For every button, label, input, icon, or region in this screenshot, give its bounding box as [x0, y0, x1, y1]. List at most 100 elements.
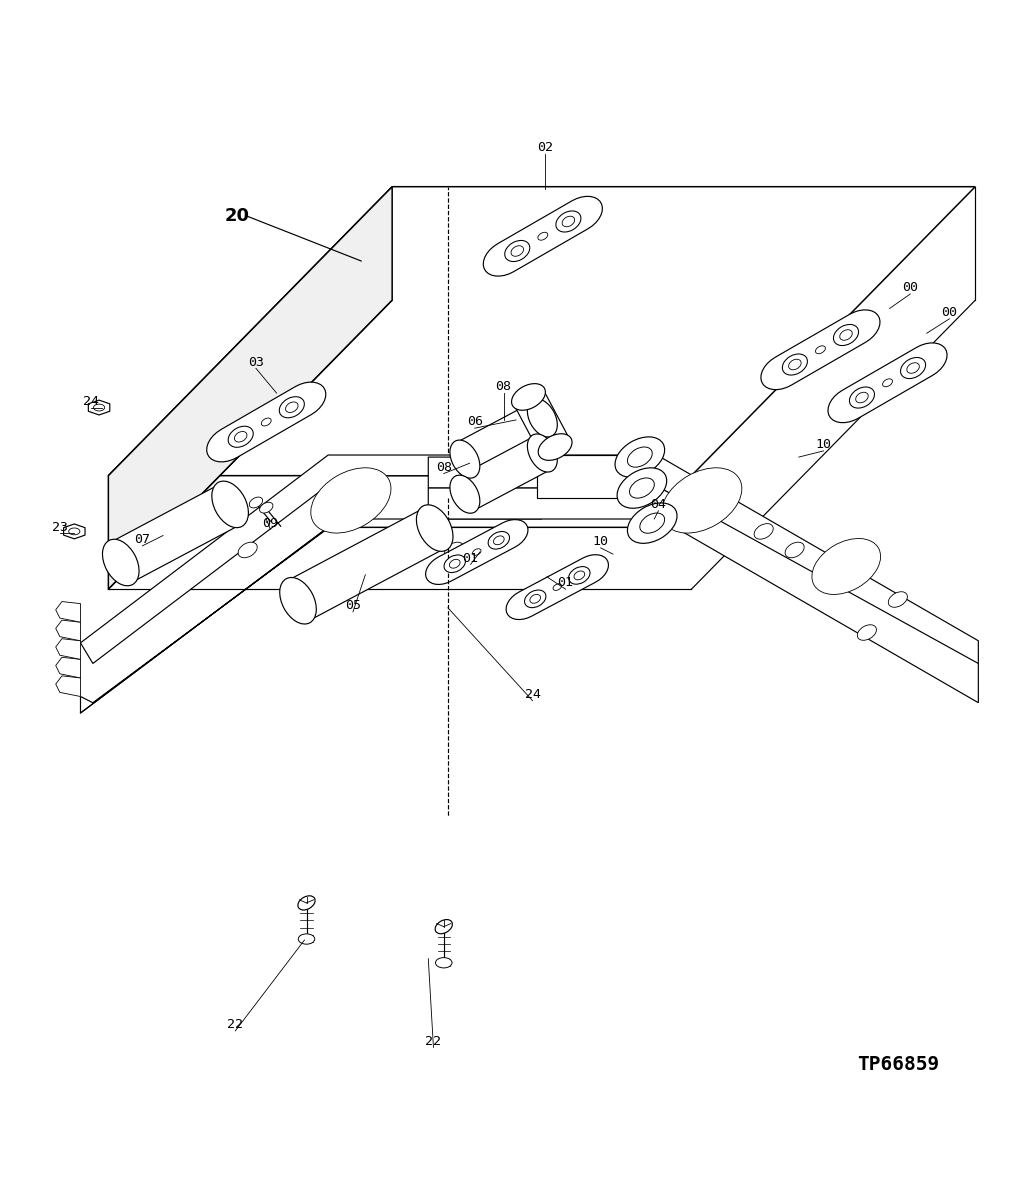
Ellipse shape [450, 440, 480, 478]
Polygon shape [761, 309, 880, 390]
Ellipse shape [250, 498, 262, 508]
Ellipse shape [849, 387, 874, 408]
Ellipse shape [445, 542, 463, 558]
Ellipse shape [788, 360, 801, 369]
Text: 05: 05 [345, 600, 361, 613]
Ellipse shape [553, 584, 561, 590]
Text: 00: 00 [941, 306, 958, 319]
Ellipse shape [69, 528, 79, 535]
Ellipse shape [539, 434, 572, 460]
Text: 02: 02 [537, 141, 553, 153]
Ellipse shape [858, 625, 876, 640]
Text: 10: 10 [815, 438, 832, 451]
Ellipse shape [212, 481, 249, 528]
Ellipse shape [505, 241, 529, 261]
Ellipse shape [562, 216, 575, 227]
Text: 06: 06 [466, 416, 483, 428]
Text: 08: 08 [436, 460, 452, 474]
Text: 23: 23 [52, 520, 68, 534]
Ellipse shape [529, 595, 541, 603]
Polygon shape [108, 187, 392, 589]
Ellipse shape [782, 354, 807, 375]
Ellipse shape [527, 434, 557, 472]
Ellipse shape [238, 542, 257, 558]
Text: 03: 03 [248, 356, 264, 368]
Ellipse shape [901, 357, 926, 379]
Ellipse shape [436, 920, 452, 934]
Ellipse shape [167, 499, 225, 546]
Ellipse shape [286, 402, 298, 412]
Text: 24: 24 [83, 394, 99, 408]
Polygon shape [56, 639, 80, 659]
Ellipse shape [512, 384, 545, 410]
Ellipse shape [524, 590, 546, 608]
Ellipse shape [569, 567, 590, 584]
Ellipse shape [488, 531, 510, 549]
Ellipse shape [882, 379, 893, 387]
Polygon shape [80, 499, 650, 713]
Polygon shape [108, 187, 975, 476]
Ellipse shape [615, 436, 665, 477]
Ellipse shape [298, 934, 315, 944]
Polygon shape [514, 390, 570, 454]
Polygon shape [425, 519, 528, 584]
Ellipse shape [556, 211, 581, 233]
Ellipse shape [391, 532, 414, 552]
Ellipse shape [907, 363, 920, 373]
Ellipse shape [511, 246, 523, 257]
Polygon shape [537, 454, 650, 499]
Text: 01: 01 [462, 552, 479, 565]
Ellipse shape [617, 468, 667, 508]
Ellipse shape [840, 330, 852, 341]
Text: 01: 01 [557, 577, 574, 590]
Text: 00: 00 [902, 282, 918, 294]
Ellipse shape [94, 404, 104, 411]
Text: 04: 04 [650, 498, 667, 511]
Text: 22: 22 [227, 1018, 244, 1031]
Ellipse shape [261, 418, 271, 426]
Text: 10: 10 [592, 535, 609, 548]
Polygon shape [506, 555, 609, 620]
Polygon shape [64, 524, 85, 538]
Polygon shape [206, 382, 326, 462]
Ellipse shape [527, 399, 557, 436]
Polygon shape [89, 400, 109, 415]
Ellipse shape [754, 524, 773, 540]
Ellipse shape [436, 958, 452, 968]
Text: 22: 22 [425, 1035, 442, 1048]
Polygon shape [828, 343, 947, 422]
Polygon shape [428, 488, 978, 703]
Text: 09: 09 [262, 517, 279, 530]
Ellipse shape [449, 560, 460, 568]
Polygon shape [56, 657, 80, 677]
Ellipse shape [627, 447, 652, 468]
Ellipse shape [280, 578, 316, 623]
Ellipse shape [538, 233, 548, 240]
Ellipse shape [146, 546, 164, 561]
Polygon shape [56, 676, 80, 697]
Ellipse shape [630, 478, 654, 498]
Ellipse shape [812, 538, 880, 595]
Ellipse shape [627, 502, 677, 543]
Ellipse shape [574, 571, 585, 580]
Ellipse shape [662, 468, 742, 534]
Ellipse shape [785, 542, 804, 558]
Ellipse shape [280, 397, 304, 417]
Polygon shape [287, 508, 446, 621]
Polygon shape [56, 602, 80, 622]
Ellipse shape [640, 513, 665, 534]
Ellipse shape [311, 468, 391, 534]
Ellipse shape [473, 549, 481, 555]
Ellipse shape [298, 896, 315, 910]
Ellipse shape [493, 536, 505, 544]
Ellipse shape [228, 426, 253, 447]
Polygon shape [56, 620, 80, 640]
Ellipse shape [260, 502, 272, 513]
Polygon shape [456, 402, 551, 476]
Ellipse shape [450, 475, 480, 513]
Ellipse shape [102, 540, 139, 586]
Text: 07: 07 [134, 534, 151, 546]
Polygon shape [80, 454, 650, 663]
Ellipse shape [815, 345, 826, 354]
Text: 20: 20 [225, 206, 250, 224]
